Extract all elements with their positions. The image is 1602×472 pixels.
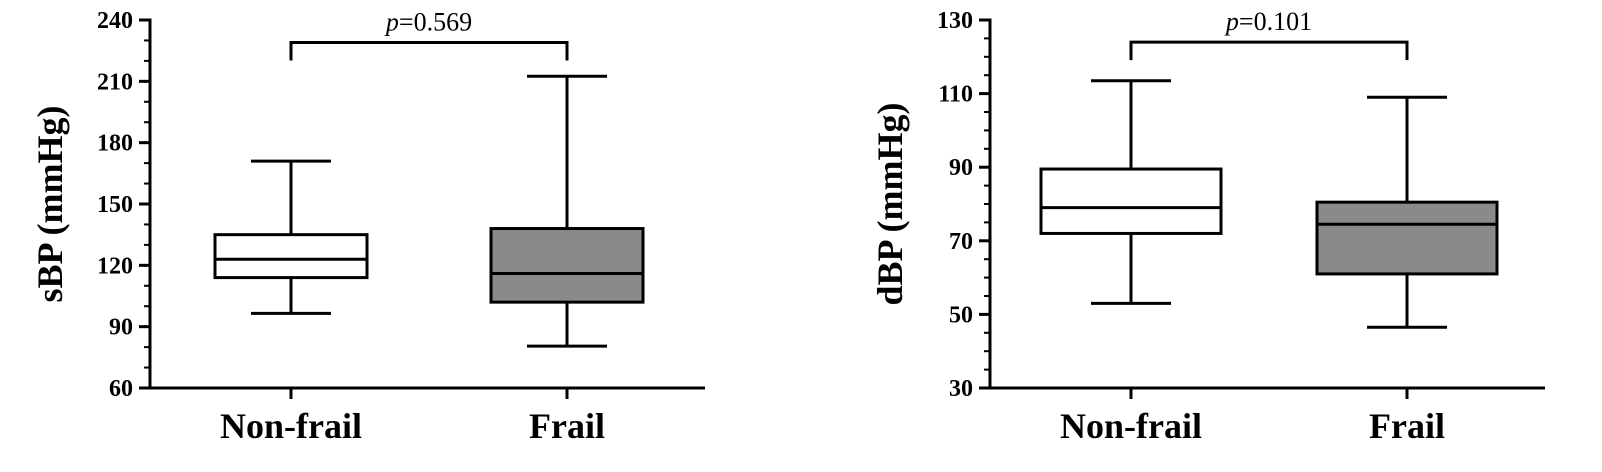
significance-bracket: [289, 40, 569, 61]
iqr-box: [489, 227, 645, 304]
x-category-label: Frail: [1369, 406, 1445, 446]
y-tick-label: 120: [97, 253, 133, 279]
box-frail: [489, 74, 645, 348]
y-tick-label: 60: [109, 376, 133, 402]
iqr-box: [1315, 200, 1499, 276]
y-tick-label: 240: [97, 8, 133, 34]
dbp-box-plot-panel: 30 50 70 90 110 130 dBP (mmHg) Non-frail Frail p=…: [870, 7, 1545, 446]
significance-bracket: [1129, 40, 1409, 61]
y-tick-label: 150: [97, 192, 133, 218]
box-non-frail: [213, 159, 369, 315]
y-tick-label: 70: [949, 229, 973, 255]
p-symbol: p: [1224, 7, 1239, 36]
p-symbol: p: [384, 7, 399, 36]
x-category-label: Frail: [529, 406, 605, 446]
box-non-frail: [1039, 79, 1223, 305]
y-axis-title: dBP (mmHg): [870, 103, 910, 306]
y-tick-label: 90: [949, 155, 973, 181]
box-frail: [1315, 95, 1499, 329]
p-value-label: p=0.569: [384, 7, 472, 36]
y-tick-label: 180: [97, 131, 133, 157]
iqr-box: [213, 233, 369, 280]
iqr-box: [1039, 167, 1223, 235]
x-category-label: Non-frail: [220, 406, 362, 446]
y-tick-label: 90: [109, 315, 133, 341]
y-tick-label: 30: [949, 376, 973, 402]
sbp-box-plot-panel: 60 90 120 150 180 210 240 sBP (mmHg) Non-frail Fr…: [30, 7, 705, 446]
p-value-label: p=0.101: [1224, 7, 1312, 36]
p-value: =0.569: [399, 7, 472, 36]
y-tick-label: 210: [97, 69, 133, 95]
p-value: =0.101: [1239, 7, 1312, 36]
y-tick-label: 110: [938, 82, 973, 108]
x-category-label: Non-frail: [1060, 406, 1202, 446]
y-tick-label: 130: [937, 8, 973, 34]
y-axis-title: sBP (mmHg): [30, 106, 70, 303]
y-tick-label: 50: [949, 302, 973, 328]
